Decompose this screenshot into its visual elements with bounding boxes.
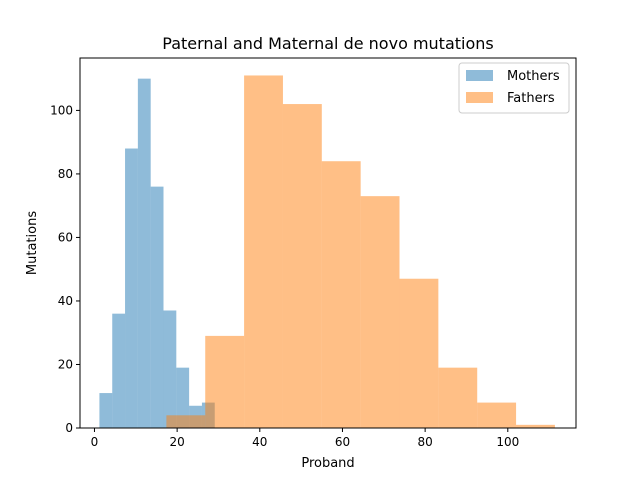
bar-fathers-0	[166, 415, 206, 428]
x-axis-label: Proband	[301, 456, 354, 471]
bar-fathers-2	[244, 75, 283, 429]
legend-swatch-mothers	[466, 70, 493, 81]
y-tick-label: 80	[58, 167, 73, 181]
bar-mothers-4	[150, 186, 164, 428]
bar-fathers-3	[282, 104, 322, 428]
bar-mothers-1	[112, 313, 126, 428]
bar-mothers-3	[137, 78, 151, 429]
legend-label-fathers: Fathers	[507, 91, 555, 106]
bar-fathers-8	[477, 402, 517, 428]
bar-fathers-6	[399, 278, 439, 428]
x-tick-label: 20	[169, 435, 184, 449]
x-tick-label: 80	[417, 435, 432, 449]
x-tick-label: 40	[252, 435, 267, 449]
y-axis-label: Mutations	[25, 211, 40, 275]
y-tick-label: 60	[58, 230, 73, 244]
x-axis-ticks: 0 20 40 60 80 100	[91, 428, 519, 449]
bar-fathers-1	[205, 335, 245, 428]
x-tick-label: 100	[496, 435, 519, 449]
y-tick-label: 100	[50, 103, 73, 117]
bar-mothers-2	[125, 148, 138, 428]
bar-fathers-5	[360, 196, 400, 428]
legend-swatch-fathers	[466, 92, 493, 103]
legend-label-mothers: Mothers	[507, 69, 560, 84]
y-tick-label: 40	[58, 294, 73, 308]
chart-title: Paternal and Maternal de novo mutations	[162, 34, 493, 53]
bar-mothers-5	[163, 310, 177, 428]
bar-fathers-7	[438, 367, 478, 428]
bar-fathers-9	[516, 424, 555, 428]
y-axis-ticks: 0 20 40 60 80 100	[50, 103, 80, 435]
y-tick-label: 20	[58, 357, 73, 371]
bar-mothers-6	[176, 367, 190, 428]
bars-layer	[99, 75, 555, 429]
x-tick-label: 0	[91, 435, 99, 449]
legend: Mothers Fathers	[458, 62, 570, 114]
y-tick-label: 0	[65, 421, 73, 435]
x-tick-label: 60	[335, 435, 350, 449]
plot-frame	[79, 57, 577, 429]
bar-fathers-4	[321, 161, 361, 429]
bar-mothers-0	[99, 393, 113, 428]
